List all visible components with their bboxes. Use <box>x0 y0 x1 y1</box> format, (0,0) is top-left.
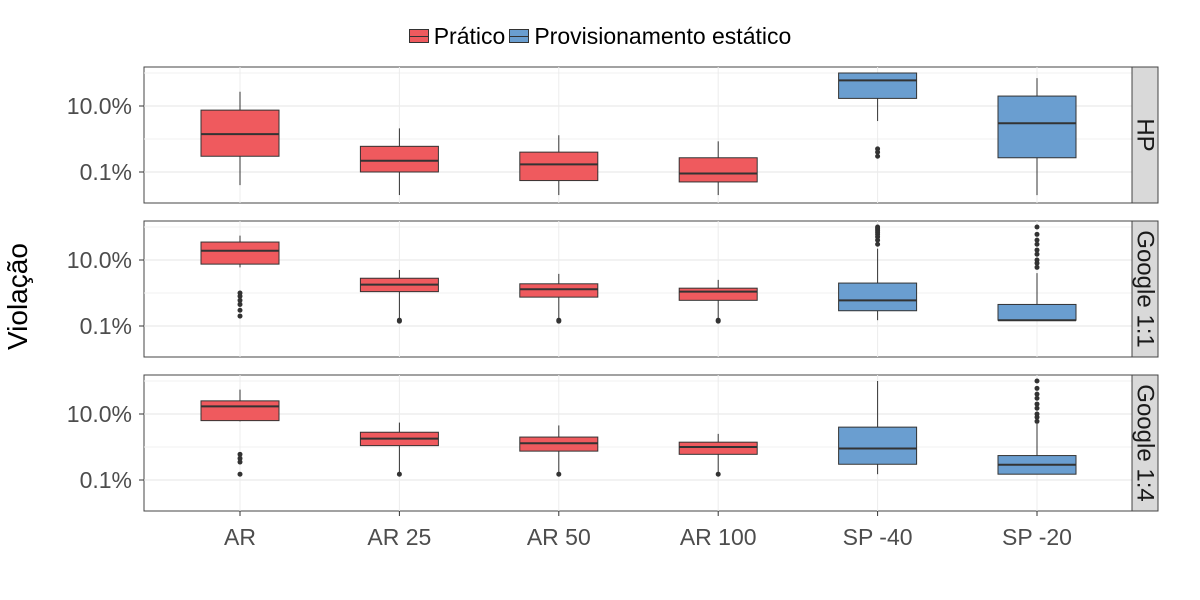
y-axis-title-wrapper: Violação <box>2 243 46 420</box>
box-outlier <box>1034 247 1040 253</box>
box-outlier <box>875 224 881 230</box>
box-outlier <box>1034 231 1040 237</box>
box-outlier <box>556 318 562 324</box>
box-outlier <box>237 301 243 307</box>
box-outlier <box>1034 391 1040 397</box>
x-tick-label: AR <box>224 524 256 550</box>
box-outlier <box>237 451 243 457</box>
legend-item-pratico: Prático <box>408 22 506 50</box>
box-outlier <box>875 153 881 159</box>
box-outlier <box>237 455 243 461</box>
box-body <box>997 303 1077 321</box>
box-outlier <box>1034 264 1040 270</box>
box-outlier <box>1034 395 1040 401</box>
box-outlier <box>1034 224 1040 230</box>
y-tick-label: 0.1% <box>80 313 132 339</box>
box-outlier <box>1034 418 1040 424</box>
legend-label-provisionamento: Provisionamento estático <box>534 22 792 49</box>
box-outlier <box>396 471 402 477</box>
box-body <box>838 72 918 99</box>
box-outlier <box>1034 251 1040 257</box>
panel-background <box>143 66 1133 204</box>
box-outlier <box>1034 378 1040 384</box>
x-tick-label: AR 50 <box>527 524 591 550</box>
facet-strip-label: Google 1:4 <box>1132 384 1159 501</box>
box-body <box>678 441 758 455</box>
box-body <box>678 157 758 183</box>
facet-strip-label: HP <box>1132 118 1159 151</box>
box-outlier <box>237 313 243 319</box>
legend-key-pratico <box>408 29 429 43</box>
box-body <box>838 426 918 465</box>
box-body <box>838 282 918 312</box>
box-body <box>359 145 439 173</box>
box-outlier <box>715 471 721 477</box>
box-body <box>200 400 280 422</box>
box-body <box>200 241 280 265</box>
y-tick-label: 0.1% <box>80 467 132 493</box>
legend-key-provisionamento <box>509 29 530 43</box>
x-tick-label: AR 25 <box>367 524 431 550</box>
legend-label-pratico: Prático <box>433 22 506 49</box>
box-outlier <box>396 318 402 324</box>
y-axis-title: Violação <box>2 243 33 350</box>
panel-background <box>143 374 1133 512</box>
box-body <box>997 95 1077 159</box>
facet-strip <box>1131 374 1159 512</box>
box-outlier <box>1034 257 1040 263</box>
facet-strip <box>1131 66 1159 204</box>
box-outlier <box>237 297 243 303</box>
box-outlier <box>875 241 881 247</box>
y-tick-label: 0.1% <box>80 159 132 185</box>
box-body <box>519 283 599 298</box>
box-outlier <box>1034 241 1040 247</box>
legend-item-provisionamento: Provisionamento estático <box>509 23 791 50</box>
y-tick-label: 10.0% <box>67 401 132 427</box>
box-outlier <box>1034 385 1040 391</box>
x-tick-label: AR 100 <box>680 524 757 550</box>
box-outlier <box>556 471 562 477</box>
box-outlier <box>237 307 243 313</box>
x-tick-label: SP -40 <box>843 524 913 550</box>
box-outlier <box>1034 405 1040 411</box>
x-tick-label: SP -20 <box>1002 524 1072 550</box>
box-body <box>519 151 599 182</box>
panel-background <box>143 220 1133 358</box>
box-outlier <box>715 318 721 324</box>
y-tick-label: 10.0% <box>67 247 132 273</box>
box-body <box>678 287 758 301</box>
box-outlier <box>237 459 243 465</box>
legend: Prático Provisionamento estático <box>0 20 1200 52</box>
box-outlier <box>237 471 243 477</box>
box-outlier <box>1034 401 1040 407</box>
facet-strip-label: Google 1:1 <box>1132 230 1159 347</box>
box-outlier <box>237 293 243 299</box>
box-outlier <box>1034 411 1040 417</box>
y-tick-label: 10.0% <box>67 93 132 119</box>
box-outlier <box>1034 237 1040 243</box>
facet-strip <box>1131 220 1159 358</box>
box-outlier <box>875 149 881 155</box>
